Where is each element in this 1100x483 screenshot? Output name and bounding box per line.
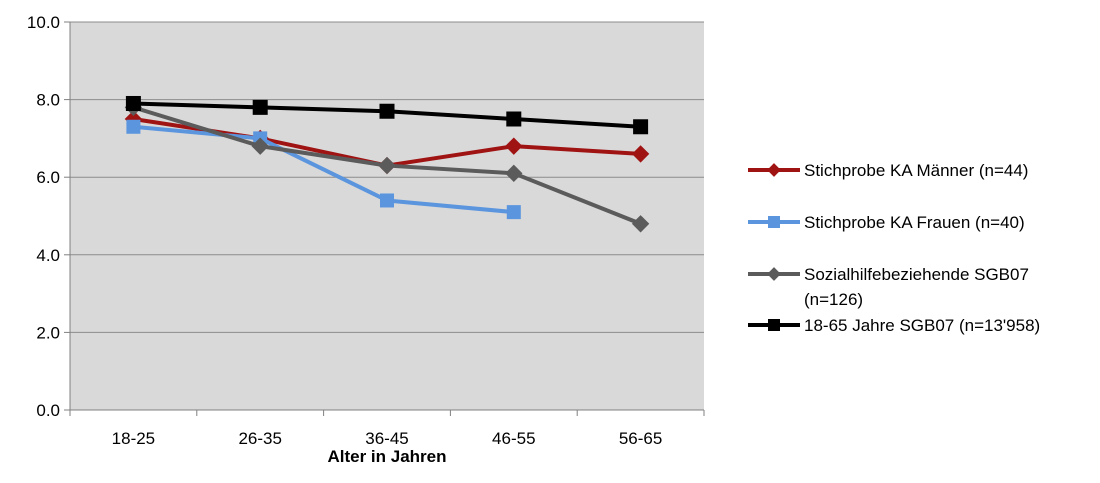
y-tick-label: 8.0 xyxy=(36,91,60,110)
data-point-marker xyxy=(125,95,141,111)
data-point-marker xyxy=(505,164,523,182)
data-point-marker xyxy=(506,205,521,220)
legend-marker-swatch xyxy=(768,319,780,331)
tick-marks-and-labels: 0.0 2.0 4.0 6.0 8.0 10.0 18-25 26-35 36-45 46-55 5… xyxy=(27,13,705,448)
legend-marker-swatch xyxy=(767,267,781,281)
data-point-marker xyxy=(505,137,523,155)
x-tick-label: 46-55 xyxy=(492,429,535,448)
plot-area-background xyxy=(70,22,704,410)
y-tick-label: 10.0 xyxy=(27,13,60,32)
legend-item: Stichprobe KA Männer (n=44) xyxy=(748,161,1028,180)
legend: Stichprobe KA Männer (n=44) Stichprobe KA… xyxy=(748,161,1040,335)
data-point-marker xyxy=(631,145,650,163)
data-series xyxy=(124,95,650,233)
legend-marker-swatch xyxy=(767,163,781,177)
x-axis-title: Alter in Jahren xyxy=(327,447,446,466)
legend-label: Stichprobe KA Frauen (n=40) xyxy=(804,213,1025,232)
x-tick-label: 36-45 xyxy=(365,429,408,448)
data-point-marker xyxy=(633,119,649,135)
legend-item: Stichprobe KA Frauen (n=40) xyxy=(748,213,1025,232)
y-tick-label: 6.0 xyxy=(36,168,60,187)
gridlines xyxy=(70,21,704,333)
legend-label: (n=126) xyxy=(804,290,863,309)
data-point-marker xyxy=(251,137,269,155)
y-tick-label: 4.0 xyxy=(36,246,60,265)
data-point-marker xyxy=(379,103,395,119)
axes xyxy=(69,22,704,411)
series-line xyxy=(131,124,516,215)
y-tick-label: 0.0 xyxy=(36,401,60,420)
legend-marker-swatch xyxy=(768,216,780,228)
x-tick-label: 56-65 xyxy=(619,429,662,448)
y-tick-label: 2.0 xyxy=(36,323,60,342)
x-tick-label: 18-25 xyxy=(112,429,155,448)
legend-label: Sozialhilfebeziehende SGB07 xyxy=(804,265,1029,284)
legend-label: 18-65 Jahre SGB07 (n=13'958) xyxy=(804,316,1040,335)
data-point-marker xyxy=(126,119,141,134)
legend-item: 18-65 Jahre SGB07 (n=13'958) xyxy=(748,316,1040,335)
data-point-marker xyxy=(380,193,394,208)
x-tick-label: 26-35 xyxy=(238,429,281,448)
data-point-marker xyxy=(378,156,396,175)
data-point-marker xyxy=(631,215,650,233)
series-3 xyxy=(125,95,649,135)
data-point-marker xyxy=(506,111,522,127)
legend-label: Stichprobe KA Männer (n=44) xyxy=(804,161,1028,180)
legend-item: Sozialhilfebeziehende SGB07 (n=126) xyxy=(748,265,1029,309)
data-point-marker xyxy=(252,99,268,115)
